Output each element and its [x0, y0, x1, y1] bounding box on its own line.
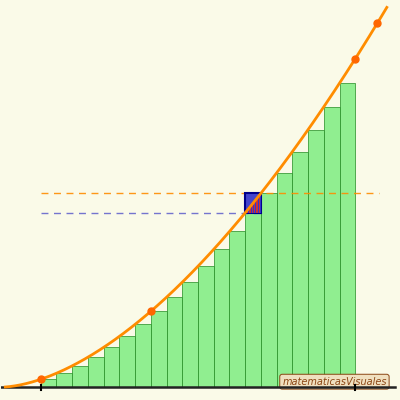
- Bar: [260, 193, 261, 194]
- Bar: [245, 193, 261, 213]
- Bar: [259, 196, 260, 213]
- Bar: [72, 366, 88, 387]
- Bar: [88, 357, 104, 387]
- Bar: [135, 324, 151, 387]
- Bar: [198, 266, 214, 387]
- Bar: [253, 203, 254, 213]
- Bar: [308, 130, 324, 387]
- Bar: [259, 194, 260, 196]
- Bar: [251, 205, 252, 213]
- Bar: [256, 199, 258, 213]
- Bar: [340, 83, 355, 387]
- Bar: [245, 212, 246, 213]
- Bar: [214, 249, 230, 387]
- Bar: [247, 210, 248, 211]
- Bar: [250, 206, 251, 213]
- Bar: [255, 200, 256, 201]
- Bar: [230, 232, 245, 387]
- Bar: [250, 205, 251, 206]
- Bar: [254, 201, 255, 202]
- Bar: [261, 193, 277, 387]
- Bar: [252, 204, 253, 213]
- Bar: [247, 211, 248, 213]
- Bar: [292, 152, 308, 387]
- Bar: [251, 204, 252, 205]
- Bar: [255, 201, 256, 213]
- Bar: [252, 203, 253, 204]
- Bar: [277, 173, 292, 387]
- Bar: [246, 211, 247, 212]
- Bar: [324, 107, 340, 387]
- Bar: [119, 336, 135, 387]
- Bar: [248, 210, 249, 213]
- Bar: [256, 198, 258, 199]
- Bar: [56, 373, 72, 387]
- Text: matematicasVisuales: matematicasVisuales: [282, 377, 387, 387]
- Bar: [166, 297, 182, 387]
- Bar: [254, 202, 255, 213]
- Bar: [104, 347, 119, 387]
- Bar: [151, 311, 166, 387]
- Bar: [245, 213, 261, 387]
- Bar: [248, 208, 249, 210]
- Bar: [253, 202, 254, 203]
- Bar: [246, 212, 247, 213]
- Bar: [41, 379, 56, 387]
- Bar: [260, 194, 261, 213]
- Bar: [182, 282, 198, 387]
- Bar: [249, 208, 250, 213]
- Bar: [258, 196, 259, 213]
